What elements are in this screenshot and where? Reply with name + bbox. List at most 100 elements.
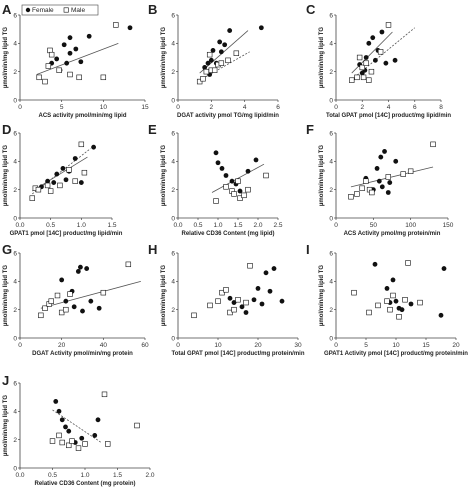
female-point xyxy=(231,300,237,305)
male-point xyxy=(400,171,406,177)
female-point xyxy=(54,56,60,62)
x-tick-label: 2.0 xyxy=(145,472,154,479)
x-tick-label: 10 xyxy=(100,104,108,111)
female-point xyxy=(217,39,223,45)
female-point xyxy=(363,55,369,60)
x-tick-label: 60 xyxy=(141,342,149,349)
y-tick-label: 2 xyxy=(329,187,333,194)
female-point xyxy=(95,417,101,423)
male-point xyxy=(100,74,107,81)
y-tick-label: 2 xyxy=(13,69,17,76)
male-point xyxy=(105,441,111,447)
female-point xyxy=(387,180,393,185)
male-point xyxy=(385,174,391,180)
panel-i: I 0 2 4 6 0 5 10 15 20 µmol/min/mg lipid TG GPAT1 A… xyxy=(306,242,468,357)
x-tick-label: 10 xyxy=(214,342,222,349)
male-point xyxy=(368,68,375,75)
male-point xyxy=(405,260,411,266)
male-point xyxy=(235,297,241,303)
male-point xyxy=(134,422,140,429)
female-point xyxy=(227,295,233,301)
male-point xyxy=(407,168,414,174)
x-axis-label: Total GPAT pmol [14C] product/mg protein… xyxy=(172,351,305,357)
male-point xyxy=(42,305,48,311)
x-tick-label: 0.0 xyxy=(15,472,24,479)
female-point xyxy=(78,180,84,185)
male-point xyxy=(36,74,42,81)
x-tick-label: 150 xyxy=(443,222,454,229)
panel-b: B 0 2 4 6 0 2 4 6 µmol/min/mg lipid TG DGAT activi… xyxy=(148,2,280,119)
male-point xyxy=(196,78,203,85)
male-point xyxy=(375,302,381,309)
male-point xyxy=(245,186,251,193)
female-point xyxy=(63,424,68,430)
female-point xyxy=(205,60,211,66)
female-point xyxy=(237,188,243,194)
female-point xyxy=(54,171,60,177)
male-point xyxy=(76,74,82,81)
female-point xyxy=(202,65,208,70)
male-point xyxy=(213,198,219,204)
x-axis-label: Total GPAT pmol [14C] product/mg lipid/m… xyxy=(326,113,451,119)
panel-f: F 0 2 4 6 0 50 100 150 µmol/min/mg lipid TG ACS Ac… xyxy=(306,122,454,237)
x-tick-label: 2.0 xyxy=(253,222,262,229)
y-tick-label: 2 xyxy=(13,437,17,444)
y-tick-label: 6 xyxy=(171,12,175,19)
panel-letter: D xyxy=(2,122,11,137)
x-tick-label: 0 xyxy=(176,342,180,349)
male-point xyxy=(223,287,229,293)
x-tick-label: 4 xyxy=(387,104,391,111)
male-point xyxy=(351,289,357,296)
female-point xyxy=(67,35,73,41)
x-tick-label: 0 xyxy=(176,104,180,111)
female-point xyxy=(379,29,385,35)
legend-female-label: Female xyxy=(32,7,54,14)
fit-line xyxy=(40,280,141,309)
male-fit-line xyxy=(199,51,250,81)
female-point xyxy=(208,57,214,63)
y-tick-label: 4 xyxy=(329,279,333,286)
female-point xyxy=(223,173,229,178)
male-point xyxy=(59,439,65,446)
female-point xyxy=(243,310,249,315)
female-point xyxy=(370,35,376,41)
fit-line xyxy=(199,30,249,74)
y-tick-label: 4 xyxy=(171,159,175,166)
female-point xyxy=(239,304,245,310)
x-axis-label: Relative CD36 Content (mg protein) xyxy=(34,481,135,487)
legend-female-marker xyxy=(25,7,31,13)
x-tick-label: 10 xyxy=(392,342,400,349)
female-point xyxy=(263,270,269,276)
male-point xyxy=(219,289,225,296)
male-point xyxy=(29,195,35,201)
y-tick-label: 0 xyxy=(13,335,17,342)
x-tick-label: 0 xyxy=(334,342,338,349)
female-point xyxy=(372,261,378,267)
y-tick-label: 4 xyxy=(13,409,17,416)
female-point xyxy=(210,48,216,53)
male-point xyxy=(191,312,197,319)
male-point xyxy=(206,51,213,58)
female-point xyxy=(229,178,235,184)
male-point xyxy=(47,188,54,194)
female-point xyxy=(59,417,65,423)
panel-letter: B xyxy=(148,2,157,17)
x-tick-label: 1.0 xyxy=(77,222,86,229)
male-point xyxy=(237,195,243,201)
x-tick-label: 20 xyxy=(452,342,460,349)
male-point xyxy=(430,141,436,148)
female-point xyxy=(227,28,233,33)
male-point xyxy=(63,306,69,313)
x-tick-label: 20 xyxy=(254,342,262,349)
male-point xyxy=(360,74,367,81)
female-point xyxy=(384,286,390,291)
female-point xyxy=(383,60,389,66)
male-point xyxy=(42,78,48,85)
x-axis-label: GPAT1 pmol [14C] product/mg lipid/min xyxy=(10,231,123,237)
x-tick-label: 50 xyxy=(370,222,378,229)
female-point xyxy=(75,269,81,274)
x-axis-label: ACS Activity pmol/mg protein/min xyxy=(344,231,441,237)
male-point xyxy=(366,309,372,316)
x-tick-label: 0.5 xyxy=(193,222,202,229)
x-tick-label: 8 xyxy=(439,104,443,111)
